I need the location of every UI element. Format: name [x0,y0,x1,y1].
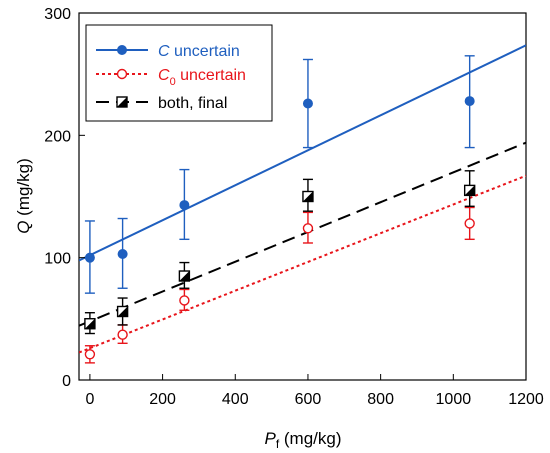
c0-uncertain-fit-line [79,174,526,354]
square-half-fill [464,185,475,196]
both-final-fit-line [79,141,526,327]
square-half-fill [179,271,190,282]
c0-uncertain-point [117,329,128,340]
c-uncertain-point [179,200,190,211]
c-uncertain-point [84,252,95,263]
c0-uncertain-point [464,218,475,229]
both-final-legend-marker [116,96,128,108]
both-final-point [116,305,129,318]
legend-samples [96,45,148,108]
x-tick-label: 200 [149,391,176,408]
tick-labels: 0 200 400 600 800 1000 1200 0 100 200 300 [44,6,544,408]
legend: C uncertain C0 uncertain both, final [85,24,273,122]
c0-uncertain-legend-marker [116,68,128,80]
square-half-fill [84,318,95,329]
both-final-point [463,184,476,197]
square-half-fill [117,306,128,317]
square-half-fill [117,97,127,107]
x-tick-label: 600 [295,391,322,408]
c-uncertain-point [464,96,475,107]
x-axis-label: Pf (mg/kg) [264,429,341,451]
x-tick-label: 1000 [436,391,472,408]
x-tick-label: 0 [85,391,94,408]
x-tick-label: 800 [367,391,394,408]
y-tick-label: 0 [62,373,71,390]
c-uncertain-fit-line [79,44,526,262]
both-final-point [178,270,191,282]
legend-entry-2: both, final [158,95,227,112]
legend-entry-0: C uncertain [158,43,240,60]
y-tick-label: 300 [44,6,71,23]
y-axis-label: Q (mg/kg) [14,158,33,234]
axis-ticks [79,12,527,381]
c0-uncertain-point [179,295,190,306]
c0-uncertain-point [302,223,314,234]
square-half-fill [302,191,313,202]
both-final-point [302,190,314,203]
c-uncertain-point [302,98,313,109]
x-tick-label: 1200 [508,391,544,408]
x-tick-label: 400 [222,391,249,408]
markers [84,96,476,360]
c-uncertain-point [117,248,128,259]
plot-frame [78,12,527,381]
c-uncertain-legend-marker [117,45,127,55]
legend-entry-1: C0 uncertain [158,67,246,88]
c0-uncertain-point [84,349,96,360]
both-final-point [84,318,96,330]
fit-lines [79,44,526,354]
y-tick-label: 200 [44,128,71,145]
y-tick-label: 100 [44,251,71,268]
